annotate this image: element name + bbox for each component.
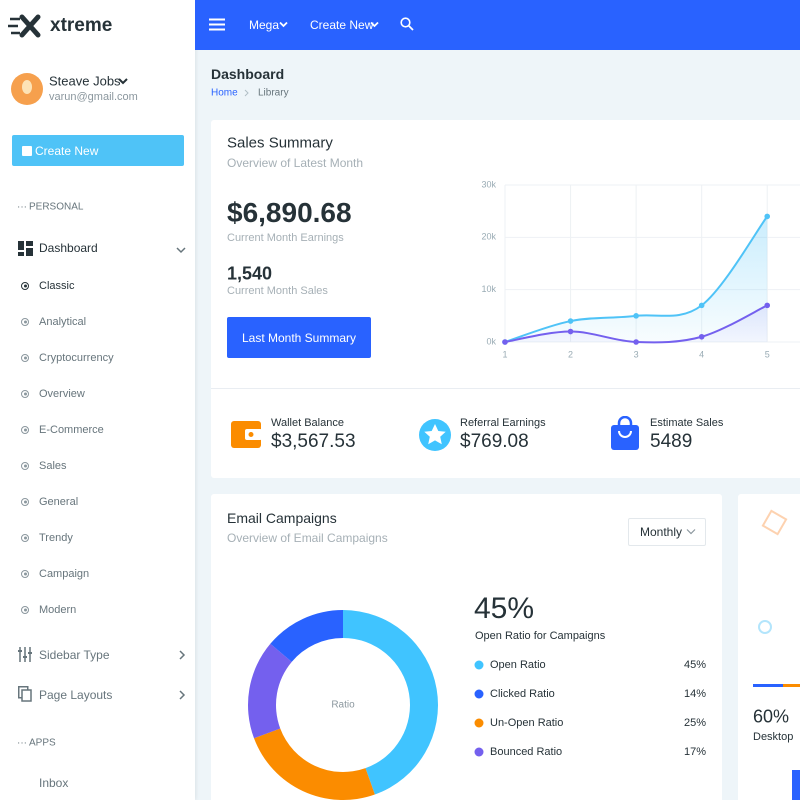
wallet-icon bbox=[231, 421, 262, 448]
earnings: $6,890.68 bbox=[227, 197, 352, 228]
chevron bbox=[179, 690, 186, 700]
dropdown[interactable] bbox=[628, 518, 706, 546]
user-email: varun@gmail.com bbox=[49, 91, 138, 103]
star-icon bbox=[419, 419, 451, 451]
logo-icon bbox=[8, 14, 41, 38]
search-icon[interactable] bbox=[400, 17, 414, 31]
brand-name[interactable]: xtreme bbox=[50, 15, 113, 36]
chevron bbox=[179, 650, 186, 660]
device-value: 60% bbox=[753, 706, 790, 727]
breadcrumb-separator bbox=[244, 89, 249, 97]
stat-label: Referral Earnings bbox=[460, 417, 546, 429]
bullet-dot bbox=[24, 608, 27, 612]
plus-icon bbox=[22, 146, 32, 156]
section-title: APPS bbox=[29, 737, 56, 749]
breadcrumb-link[interactable]: Home bbox=[211, 87, 238, 99]
nav-item[interactable]: Page Layouts bbox=[39, 688, 113, 702]
menu-toggle[interactable] bbox=[209, 18, 225, 31]
sales-label: Current Month Sales bbox=[227, 285, 328, 297]
summary-button[interactable] bbox=[227, 317, 371, 358]
bullet-icon bbox=[21, 426, 29, 434]
nav-subitem[interactable]: Sales bbox=[39, 460, 67, 472]
card-title: Email Campaigns bbox=[227, 510, 337, 526]
bullet-icon bbox=[21, 462, 29, 470]
bullet-icon bbox=[21, 534, 29, 542]
nav-subitem[interactable]: Overview bbox=[39, 388, 85, 400]
stat-label: Estimate Sales bbox=[650, 417, 724, 429]
bullet-dot bbox=[24, 356, 27, 360]
bullet-dot bbox=[24, 572, 27, 576]
bullet-dot bbox=[24, 392, 27, 396]
stat-value: $769.08 bbox=[460, 431, 529, 452]
chevron bbox=[176, 247, 186, 254]
nav-subitem[interactable]: Analytical bbox=[39, 316, 87, 328]
nav-subitem[interactable]: Campaign bbox=[39, 568, 90, 580]
decoration bbox=[758, 620, 772, 634]
bullet-icon bbox=[21, 570, 29, 578]
nav-item[interactable]: Dashboard bbox=[39, 241, 98, 255]
bag-icon bbox=[611, 416, 639, 450]
progress-bar bbox=[753, 684, 783, 687]
card-subtitle: Overview of Latest Month bbox=[227, 156, 364, 170]
create-button-label[interactable]: Create New bbox=[35, 144, 99, 158]
button[interactable] bbox=[792, 770, 800, 800]
bullet-dot bbox=[24, 536, 27, 540]
stat-label: Wallet Balance bbox=[271, 417, 344, 429]
page-layout-icon bbox=[18, 686, 32, 702]
chevron bbox=[686, 529, 696, 535]
card-subtitle: Overview of Email Campaigns bbox=[227, 531, 388, 545]
dots: ··· bbox=[17, 201, 27, 213]
bullet-icon bbox=[21, 498, 29, 506]
avatar-face bbox=[22, 80, 32, 94]
bullet-icon bbox=[21, 282, 29, 290]
earnings-label: Current Month Earnings bbox=[227, 232, 344, 244]
bullet-icon bbox=[21, 354, 29, 362]
bullet-dot bbox=[24, 464, 27, 468]
nav-item[interactable]: Sidebar Type bbox=[39, 648, 110, 662]
bullet-dot bbox=[24, 320, 27, 324]
nav-subitem[interactable]: Cryptocurrency bbox=[39, 352, 114, 364]
topbar-menu[interactable]: Mega bbox=[249, 18, 280, 32]
topbar-menu[interactable]: Create New bbox=[310, 18, 374, 32]
nav-subitem[interactable]: Modern bbox=[39, 604, 77, 616]
nav-item[interactable]: Inbox bbox=[39, 776, 69, 790]
device-label: Desktop bbox=[753, 731, 794, 743]
topbar bbox=[195, 0, 800, 50]
stat-value: 5489 bbox=[650, 431, 693, 452]
section-title: PERSONAL bbox=[29, 201, 84, 213]
card-title: Sales Summary bbox=[227, 134, 333, 152]
bullet-icon bbox=[21, 606, 29, 614]
sidebar-type-icon bbox=[18, 647, 32, 662]
summary-button-label[interactable]: Last Month Summary bbox=[241, 331, 357, 345]
divider bbox=[211, 388, 800, 389]
user-chevron[interactable] bbox=[118, 77, 128, 85]
bullet-icon bbox=[21, 318, 29, 326]
bullet-dot bbox=[24, 428, 27, 432]
nav-subitem[interactable]: Classic bbox=[39, 280, 75, 292]
create-button[interactable] bbox=[12, 135, 184, 166]
dashboard-icon bbox=[18, 241, 33, 256]
sales: 1,540 bbox=[227, 263, 273, 284]
user-name[interactable]: Steave Jobs bbox=[49, 73, 121, 89]
chevron bbox=[279, 21, 288, 28]
nav-subitem[interactable]: Trendy bbox=[39, 532, 73, 544]
device-card bbox=[738, 494, 800, 800]
dots: ··· bbox=[17, 737, 27, 749]
bullet-dot bbox=[24, 284, 27, 288]
nav-subitem[interactable]: E-Commerce bbox=[39, 424, 104, 436]
stat-value: $3,567.53 bbox=[271, 431, 356, 452]
bullet-dot bbox=[24, 500, 27, 504]
headline: 45% bbox=[474, 592, 535, 625]
bullet-icon bbox=[21, 390, 29, 398]
page-title: Dashboard bbox=[211, 66, 285, 82]
nav-subitem[interactable]: General bbox=[39, 496, 79, 508]
breadcrumb-item: Library bbox=[258, 87, 289, 99]
sidebar bbox=[0, 0, 195, 800]
chevron bbox=[370, 21, 379, 28]
progress-bar bbox=[783, 684, 800, 687]
headline-label: Open Ratio for Campaigns bbox=[475, 630, 606, 642]
dropdown-label[interactable]: Monthly bbox=[640, 525, 683, 539]
